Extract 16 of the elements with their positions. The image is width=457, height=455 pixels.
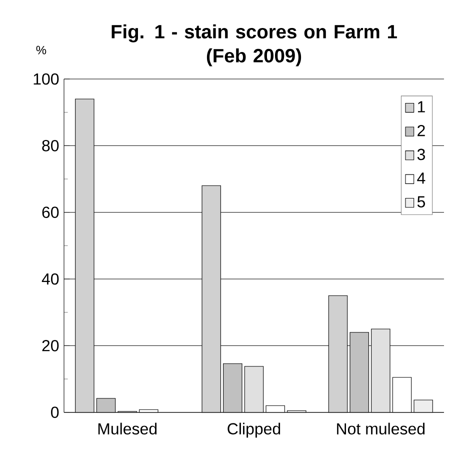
x-tick-label: Not mulesed [337, 422, 425, 434]
y-tick-label: 60 [42, 206, 59, 218]
legend-label: 4 [417, 172, 426, 184]
legend-label: 3 [417, 148, 425, 160]
x-tick-label: Mulesed [98, 422, 157, 434]
y-tick-label: 20 [42, 340, 59, 352]
legend-label: 1 [418, 101, 425, 112]
y-tick-label: 80 [42, 140, 59, 152]
x-tick-label: Clipped [228, 422, 280, 438]
y-tick-label: 40 [42, 273, 59, 285]
legend-label: 5 [417, 196, 425, 208]
chart-title: Fig. 1 - stain scores on Farm 1 (Feb 2009) [112, 24, 397, 66]
legend-label: 2 [418, 124, 425, 136]
y-tick-label: 0 [51, 406, 59, 418]
y-axis-title: % [36, 46, 46, 54]
y-tick-label: 100 [34, 73, 59, 85]
